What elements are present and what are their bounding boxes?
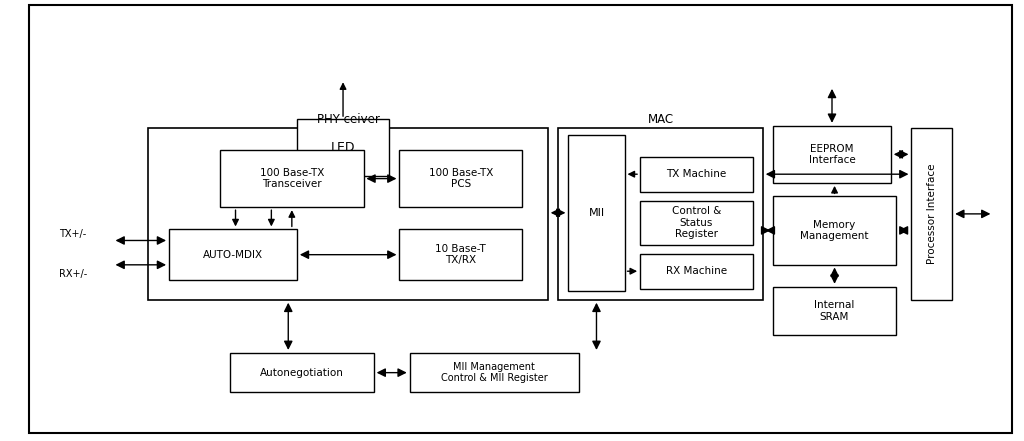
- Bar: [399, 229, 522, 280]
- Text: RX+/-: RX+/-: [59, 269, 88, 279]
- Text: MAC: MAC: [647, 113, 674, 127]
- Bar: [911, 128, 952, 300]
- Bar: [148, 128, 548, 300]
- Bar: [230, 353, 374, 392]
- Text: 100 Base-TX
Transceiver: 100 Base-TX Transceiver: [260, 168, 324, 189]
- Text: LED: LED: [331, 141, 355, 154]
- Text: PHY ceiver: PHY ceiver: [316, 113, 380, 127]
- Text: RX Machine: RX Machine: [666, 266, 727, 276]
- Bar: [399, 150, 522, 207]
- Bar: [773, 126, 891, 183]
- Bar: [568, 135, 625, 291]
- Bar: [558, 128, 763, 300]
- Bar: [640, 201, 753, 245]
- Text: 10 Base-T
TX/RX: 10 Base-T TX/RX: [435, 244, 486, 265]
- Text: AUTO-MDIX: AUTO-MDIX: [203, 250, 263, 260]
- Bar: [410, 353, 579, 392]
- Text: Internal
SRAM: Internal SRAM: [814, 300, 855, 321]
- Text: Memory
Management: Memory Management: [801, 220, 868, 241]
- Bar: [773, 196, 896, 265]
- Bar: [773, 287, 896, 335]
- Text: TX Machine: TX Machine: [667, 169, 726, 179]
- Bar: [640, 254, 753, 289]
- Text: Autonegotiation: Autonegotiation: [260, 368, 344, 377]
- Bar: [297, 119, 389, 176]
- Text: MII Management
Control & MII Register: MII Management Control & MII Register: [440, 362, 548, 383]
- Bar: [640, 157, 753, 192]
- Text: 100 Base-TX
PCS: 100 Base-TX PCS: [429, 168, 493, 189]
- Text: EEPROM
Interface: EEPROM Interface: [809, 144, 855, 165]
- Text: TX+/-: TX+/-: [59, 229, 87, 239]
- Text: MII: MII: [589, 208, 604, 218]
- Bar: [169, 229, 297, 280]
- Bar: [220, 150, 364, 207]
- Text: Processor Interface: Processor Interface: [927, 164, 937, 264]
- Text: Control &
Status
Register: Control & Status Register: [672, 206, 721, 239]
